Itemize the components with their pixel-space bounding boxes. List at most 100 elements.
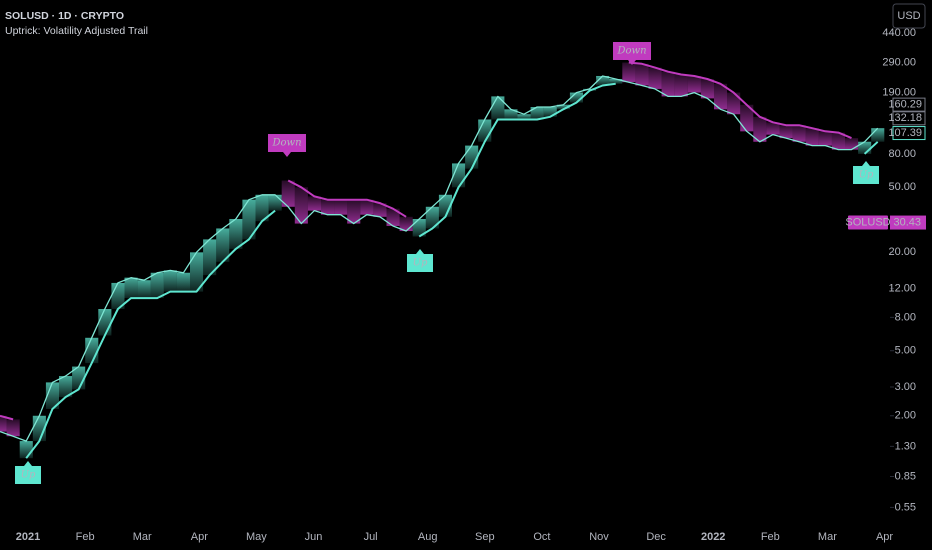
y-tick-label: 0.85 [895,470,916,482]
x-tick-label: May [246,531,267,543]
y-tick-label: 2.00 [895,410,916,422]
y-tick-label: 12.00 [888,283,916,295]
last-price-name: SOLUSD [845,216,890,228]
currency-button-label[interactable]: USD [897,10,920,22]
trail-fill [831,132,845,150]
signal-label: Up [413,258,428,269]
trail-fill [674,74,688,97]
last-price-name-box [848,215,888,230]
trail-fill [556,104,570,110]
trail-fill [334,199,348,215]
trail-fill [504,109,518,120]
y-tick-label: 1.30 [895,440,916,452]
signal-label: Up [859,170,874,181]
trail-fill [622,62,636,83]
trail-fill [871,128,885,142]
signal-label: Down [616,46,646,57]
y-tick-label: 3.00 [895,381,916,393]
signal-up: Up [853,161,879,184]
trail-fill [137,280,151,299]
x-tick-label: 2021 [16,531,40,543]
trail-fill [779,125,793,139]
trail-fill [740,104,754,132]
trail-fill [609,78,623,84]
currency-button[interactable] [892,3,926,29]
trail-fill [242,199,256,240]
trail-fill [59,376,73,398]
x-tick-label: Dec [646,531,666,543]
x-tick-label: Aug [418,531,438,543]
x-tick-label: Nov [589,531,609,543]
y-tick-label: 0.55 [895,501,916,513]
trail-fill [700,78,714,99]
x-tick-label: Apr [876,531,893,543]
trail-fill [19,441,33,459]
trail-fill [255,194,269,222]
trail-fill [98,309,112,336]
price-marker-label: 107.39 [888,127,922,139]
x-tick-label: Oct [533,531,550,543]
trail-fill [478,119,492,142]
signal-up: Up [15,461,41,484]
trail-fill [150,272,164,299]
x-tick-label: Mar [818,531,837,543]
x-tick-label: Sep [475,531,495,543]
trail-fill [163,270,177,292]
trail-fill [85,337,99,364]
trail-fill [687,75,701,93]
trail-fill [307,196,321,211]
signal-label: Down [271,138,301,149]
trail-fill [321,199,335,215]
trail-fill [124,277,138,299]
signal-up: Up [407,249,433,272]
trail-fill [229,218,243,249]
last-price-box [890,215,926,230]
x-tick-label: Apr [191,531,208,543]
y-tick-label: 440.00 [882,27,916,39]
trail-fill [727,92,741,115]
y-tick-label: 290.00 [882,56,916,68]
x-tick-label: Jun [305,531,323,543]
indicator-title: Uptrick: Volatility Adjusted Trail [5,25,148,37]
trail-fill [753,116,767,142]
trail-fill [347,199,361,224]
price-marker-box [892,97,926,112]
trail-fill [530,107,544,120]
trail-fill [596,75,610,86]
trail-fill [268,194,282,211]
trail-fill [360,199,374,215]
trail-fill [805,128,819,146]
trail-fill [386,208,400,226]
trail-fill [373,203,387,217]
trail-fill [0,415,7,432]
x-tick-label: Mar [133,531,152,543]
trail-fill [425,206,439,229]
trail-fill [517,114,531,120]
trail-fill [845,138,859,150]
price-marker-label: 160.29 [888,99,922,111]
trail-fill [792,125,806,142]
trail-fill [6,419,20,437]
trail-fill [412,218,426,237]
y-tick-label: 80.00 [888,148,916,160]
x-tick-label: Feb [76,531,95,543]
y-tick-label: 50.00 [888,181,916,193]
trail-fill [216,228,230,262]
x-tick-label: Jul [364,531,378,543]
trail-line [25,82,879,459]
trail-fill [818,131,832,146]
y-tick-label: 190.00 [882,86,916,98]
trail-fill [176,272,190,292]
price-marker-box [892,126,926,141]
x-tick-label: Feb [761,531,780,543]
price-marker-box [892,111,926,126]
price-line [0,75,879,442]
trail-fill [281,180,295,207]
trail-line [0,61,852,421]
signal-label: Up [21,470,36,481]
price-marker-label: 132.18 [888,112,922,124]
trail-fill [661,71,675,97]
trail-fill [766,122,780,135]
